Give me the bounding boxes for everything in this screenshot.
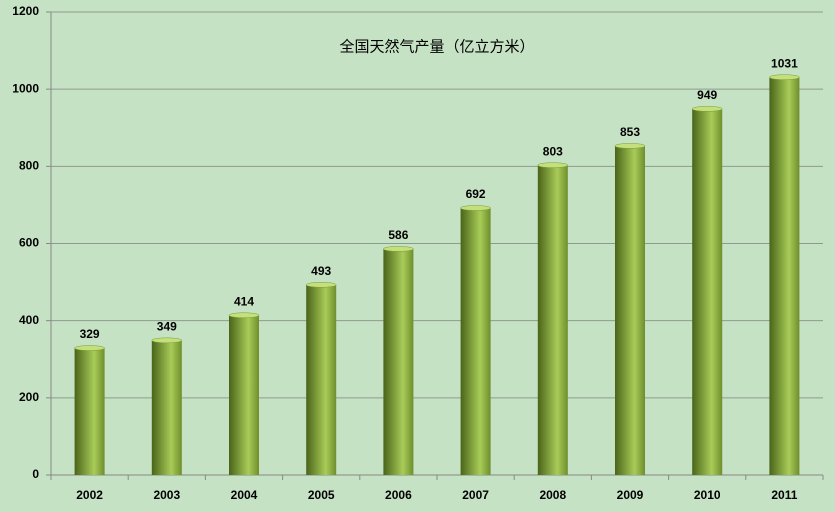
bar: [383, 248, 414, 475]
bar-top: [691, 106, 723, 112]
x-tick-label: 2004: [231, 488, 258, 502]
x-tick-label: 2010: [694, 488, 721, 502]
bar-top: [537, 162, 569, 168]
x-tick-label: 2011: [771, 488, 797, 502]
bar: [460, 208, 491, 475]
y-tick-label: 0: [32, 467, 39, 481]
x-tick-label: 2006: [385, 488, 412, 502]
bar: [615, 145, 645, 476]
y-tick-label: 1000: [12, 81, 39, 95]
x-tick-label: 2008: [539, 488, 566, 502]
y-tick-label: 800: [19, 159, 39, 173]
y-tick-label: 400: [19, 313, 39, 327]
bar: [769, 77, 800, 475]
value-label: 803: [543, 144, 563, 158]
y-tick-label: 200: [19, 390, 39, 404]
y-tick-label: 1200: [12, 4, 39, 18]
bar: [229, 315, 259, 475]
y-tick-label: 600: [19, 236, 39, 250]
x-tick-label: 2009: [617, 488, 644, 502]
bar-top: [74, 345, 105, 351]
value-label: 414: [234, 294, 254, 308]
value-label: 853: [620, 125, 640, 139]
bar-top: [769, 74, 800, 80]
value-label: 692: [466, 187, 486, 201]
bar: [692, 108, 723, 475]
value-label: 586: [388, 228, 408, 242]
value-label: 949: [697, 88, 717, 102]
x-tick-label: 2003: [153, 488, 180, 502]
bar-top: [228, 312, 260, 319]
value-label: 329: [80, 327, 100, 341]
value-label: 349: [157, 320, 177, 334]
value-label: 1031: [771, 56, 798, 70]
x-tick-label: 2005: [308, 488, 335, 502]
bar-top: [614, 143, 646, 149]
value-label: 493: [311, 264, 331, 278]
bar: [306, 284, 337, 475]
bar-top: [383, 246, 414, 252]
x-tick-label: 2002: [76, 488, 103, 502]
bar-top: [305, 282, 337, 288]
x-tick-label: 2007: [462, 488, 489, 502]
bar: [151, 340, 182, 475]
bar-top: [151, 337, 183, 344]
bar: [537, 165, 568, 475]
chart-title: 全国天然气产量（亿立方米）: [339, 38, 534, 56]
bar-top: [460, 205, 491, 211]
bar: [74, 348, 105, 475]
